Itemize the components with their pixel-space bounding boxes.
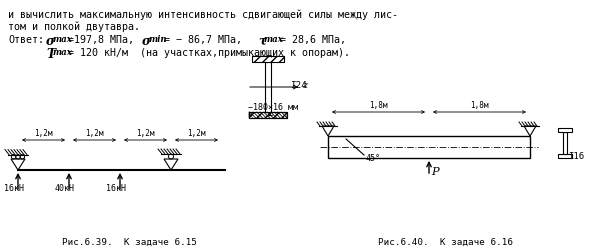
Text: 16кН: 16кН <box>106 184 126 193</box>
Bar <box>252 56 284 62</box>
Text: Рис.6.40.  К задаче 6.16: Рис.6.40. К задаче 6.16 <box>378 238 513 247</box>
Bar <box>252 56 284 62</box>
Text: P: P <box>431 167 438 177</box>
Text: 1,8м: 1,8м <box>369 101 388 110</box>
Text: 1,2м: 1,2м <box>34 129 53 138</box>
Text: = − 86,7 МПа,: = − 86,7 МПа, <box>164 35 242 45</box>
Text: Ответ:: Ответ: <box>8 35 44 45</box>
Text: I24: I24 <box>290 81 307 90</box>
Text: σ: σ <box>142 35 151 48</box>
Text: 40кН: 40кН <box>55 184 75 193</box>
Text: min: min <box>149 35 168 44</box>
Text: Рис.6.39.  К задаче 6.15: Рис.6.39. К задаче 6.15 <box>63 238 198 247</box>
Text: −180×16 мм: −180×16 мм <box>248 103 298 112</box>
Text: max: max <box>53 48 73 57</box>
Text: σ: σ <box>46 35 55 48</box>
Text: 1,2м: 1,2м <box>187 129 206 138</box>
Text: I16: I16 <box>568 152 584 161</box>
Text: том и полкой двутавра.: том и полкой двутавра. <box>8 22 140 33</box>
Text: = 120 кН/м  (на участках,примыкающих к опорам).: = 120 кН/м (на участках,примыкающих к оп… <box>68 48 350 58</box>
Text: τ: τ <box>258 35 266 48</box>
Bar <box>249 112 287 118</box>
Text: 1,8м: 1,8м <box>470 101 489 110</box>
Bar <box>563 132 567 154</box>
Text: 16кН: 16кН <box>4 184 24 193</box>
Text: 1,2м: 1,2м <box>136 129 155 138</box>
Text: 45°: 45° <box>366 154 381 163</box>
Text: T: T <box>46 48 55 61</box>
Text: max: max <box>53 35 73 44</box>
Text: z: z <box>302 81 307 90</box>
Bar <box>558 128 572 132</box>
Bar <box>328 136 530 158</box>
Text: max: max <box>264 35 284 44</box>
Text: и вычислить максимальную интенсивность сдвигающей силы между лис-: и вычислить максимальную интенсивность с… <box>8 10 398 20</box>
Text: = 28,6 МПа,: = 28,6 МПа, <box>280 35 346 45</box>
Bar <box>558 154 572 158</box>
Text: 1,2м: 1,2м <box>85 129 104 138</box>
Bar <box>249 112 287 118</box>
Bar <box>265 62 271 112</box>
Text: =197,8 МПа,: =197,8 МПа, <box>68 35 134 45</box>
